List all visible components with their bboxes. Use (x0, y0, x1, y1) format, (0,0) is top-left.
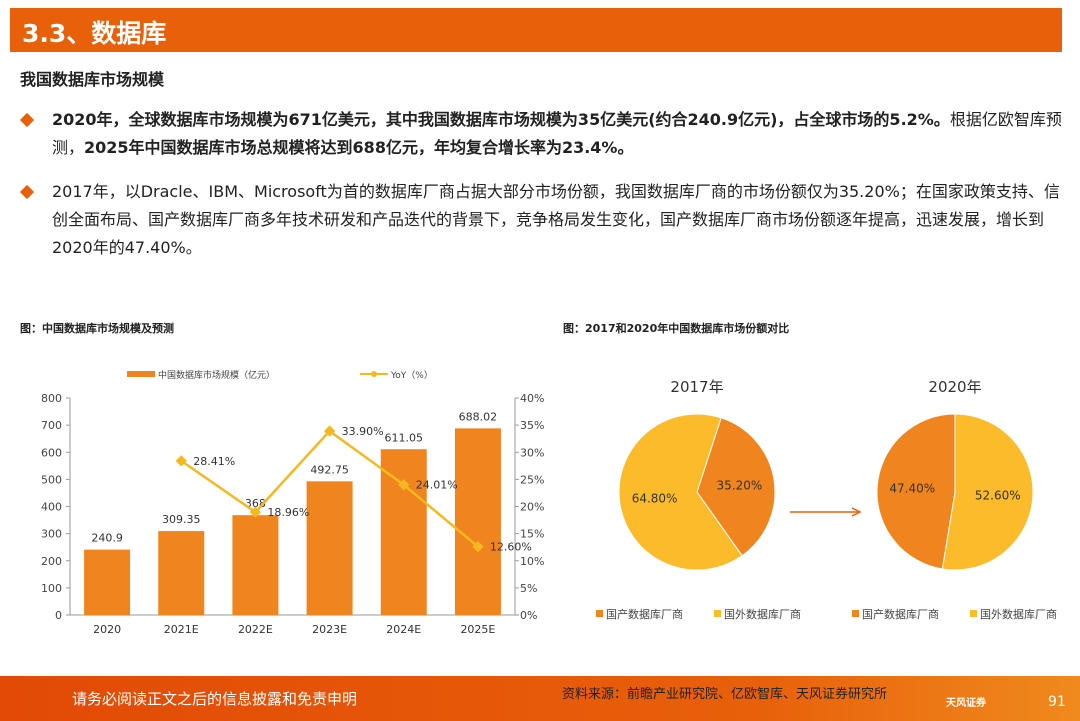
bar-label: 611.05 (385, 431, 424, 444)
page-number: 91 (1048, 694, 1066, 710)
bar (306, 481, 353, 615)
legend-bar-label: 中国数据库市场规模（亿元） (158, 369, 275, 381)
pie-label: 35.20% (717, 479, 763, 493)
legend-label: 国外数据库厂商 (980, 607, 1057, 621)
bar-label: 240.9 (91, 532, 123, 545)
y2-tick-label: 20% (520, 501, 544, 514)
legend-line-label: YoY（%） (390, 370, 433, 381)
chart-title-pie: 图：2017和2020年中国数据库市场份额对比 (563, 322, 790, 335)
y2-tick-label: 15% (520, 528, 544, 541)
pie-label: 64.80% (632, 491, 678, 505)
bar-label: 492.75 (310, 463, 349, 476)
arrow-head-icon (851, 507, 862, 517)
pie-label: 52.60% (975, 489, 1021, 503)
y2-tick-label: 25% (520, 473, 544, 486)
pie-slice (876, 413, 956, 570)
y-tick-label: 400 (41, 501, 62, 514)
y-tick-label: 300 (41, 528, 62, 541)
x-tick-label: 2022E (238, 623, 273, 636)
bar (158, 531, 205, 615)
yoy-label: 12.60% (490, 541, 532, 554)
y2-tick-label: 30% (520, 446, 544, 459)
y-tick-label: 600 (41, 446, 62, 459)
legend-label: 国外数据库厂商 (724, 607, 801, 621)
y2-tick-label: 5% (520, 582, 537, 595)
pie-title: 2020年 (928, 378, 981, 396)
bullet-bold: 2020年，全球数据库市场规模为671亿美元，其中我国数据库市场规模为35亿美元… (52, 110, 950, 129)
pie-title: 2017年 (670, 378, 723, 396)
yoy-point (175, 455, 187, 467)
footer-bar (0, 676, 1080, 721)
section-header: 3.3、数据库 (10, 8, 1062, 52)
subtitle: 我国数据库市场规模 (20, 70, 165, 89)
pie-label: 47.40% (889, 481, 935, 495)
yoy-point (398, 479, 410, 491)
legend-swatch (852, 610, 859, 617)
legend-label: 国产数据库厂商 (606, 607, 683, 621)
pie-slice (696, 417, 776, 557)
legend-bar-swatch (127, 371, 155, 377)
x-tick-label: 2025E (460, 623, 495, 636)
y-tick-label: 700 (41, 419, 62, 432)
bar (84, 549, 131, 615)
x-tick-label: 2023E (312, 623, 347, 636)
x-tick-label: 2021E (164, 623, 199, 636)
bullet-text: 根据亿欧智库预测， (52, 110, 1062, 157)
bar-label: 688.02 (459, 410, 498, 423)
y-tick-label: 0 (55, 609, 62, 622)
yoy-label: 24.01% (416, 479, 458, 492)
yoy-label: 33.90% (342, 425, 384, 438)
bar-label: 309.35 (162, 513, 201, 526)
chart-title-bar: 图：中国数据库市场规模及预测 (20, 322, 174, 335)
legend-swatch (970, 610, 977, 617)
bullet-text: 2017年，以Dracle、IBM、Microsoft为首的数据库厂商占据大部分… (52, 182, 1060, 257)
y-tick-label: 200 (41, 555, 62, 568)
bullet-bold: 2025年中国数据库市场总规模将达到688亿元，年均复合增长率为23.4%。 (84, 138, 634, 157)
y-tick-label: 500 (41, 473, 62, 486)
bullet-1: 2020年，全球数据库市场规模为671亿美元，其中我国数据库市场规模为35亿美元… (19, 106, 1062, 162)
bar (380, 449, 427, 615)
pie-slice (941, 413, 1034, 571)
y2-tick-label: 10% (520, 555, 544, 568)
source: 资料来源：前瞻产业研究院、亿欧智库、天风证券研究所 (562, 687, 888, 702)
y2-tick-label: 0% (520, 609, 537, 622)
yoy-point (472, 540, 484, 553)
y2-tick-label: 40% (520, 392, 544, 405)
x-tick-label: 2020 (93, 623, 121, 636)
yoy-label: 28.41% (193, 455, 235, 468)
bar (454, 428, 501, 615)
legend-line-marker (371, 371, 377, 377)
y-tick-label: 800 (41, 392, 62, 405)
logo: 天风证券 (946, 698, 986, 709)
bullet-2: 2017年，以Dracle、IBM、Microsoft为首的数据库厂商占据大部分… (19, 178, 1062, 262)
bar (232, 515, 279, 615)
disclaimer: 请务必阅读正文之后的信息披露和免责申明 (72, 690, 358, 708)
y2-tick-label: 35% (520, 419, 544, 432)
legend-swatch (596, 610, 603, 617)
x-tick-label: 2024E (386, 623, 421, 636)
legend-label: 国产数据库厂商 (862, 607, 939, 621)
legend-swatch (714, 610, 721, 617)
pie-slice (618, 413, 743, 571)
yoy-label: 18.96% (267, 506, 309, 519)
y-tick-label: 100 (41, 582, 62, 595)
yoy-point (323, 425, 336, 437)
